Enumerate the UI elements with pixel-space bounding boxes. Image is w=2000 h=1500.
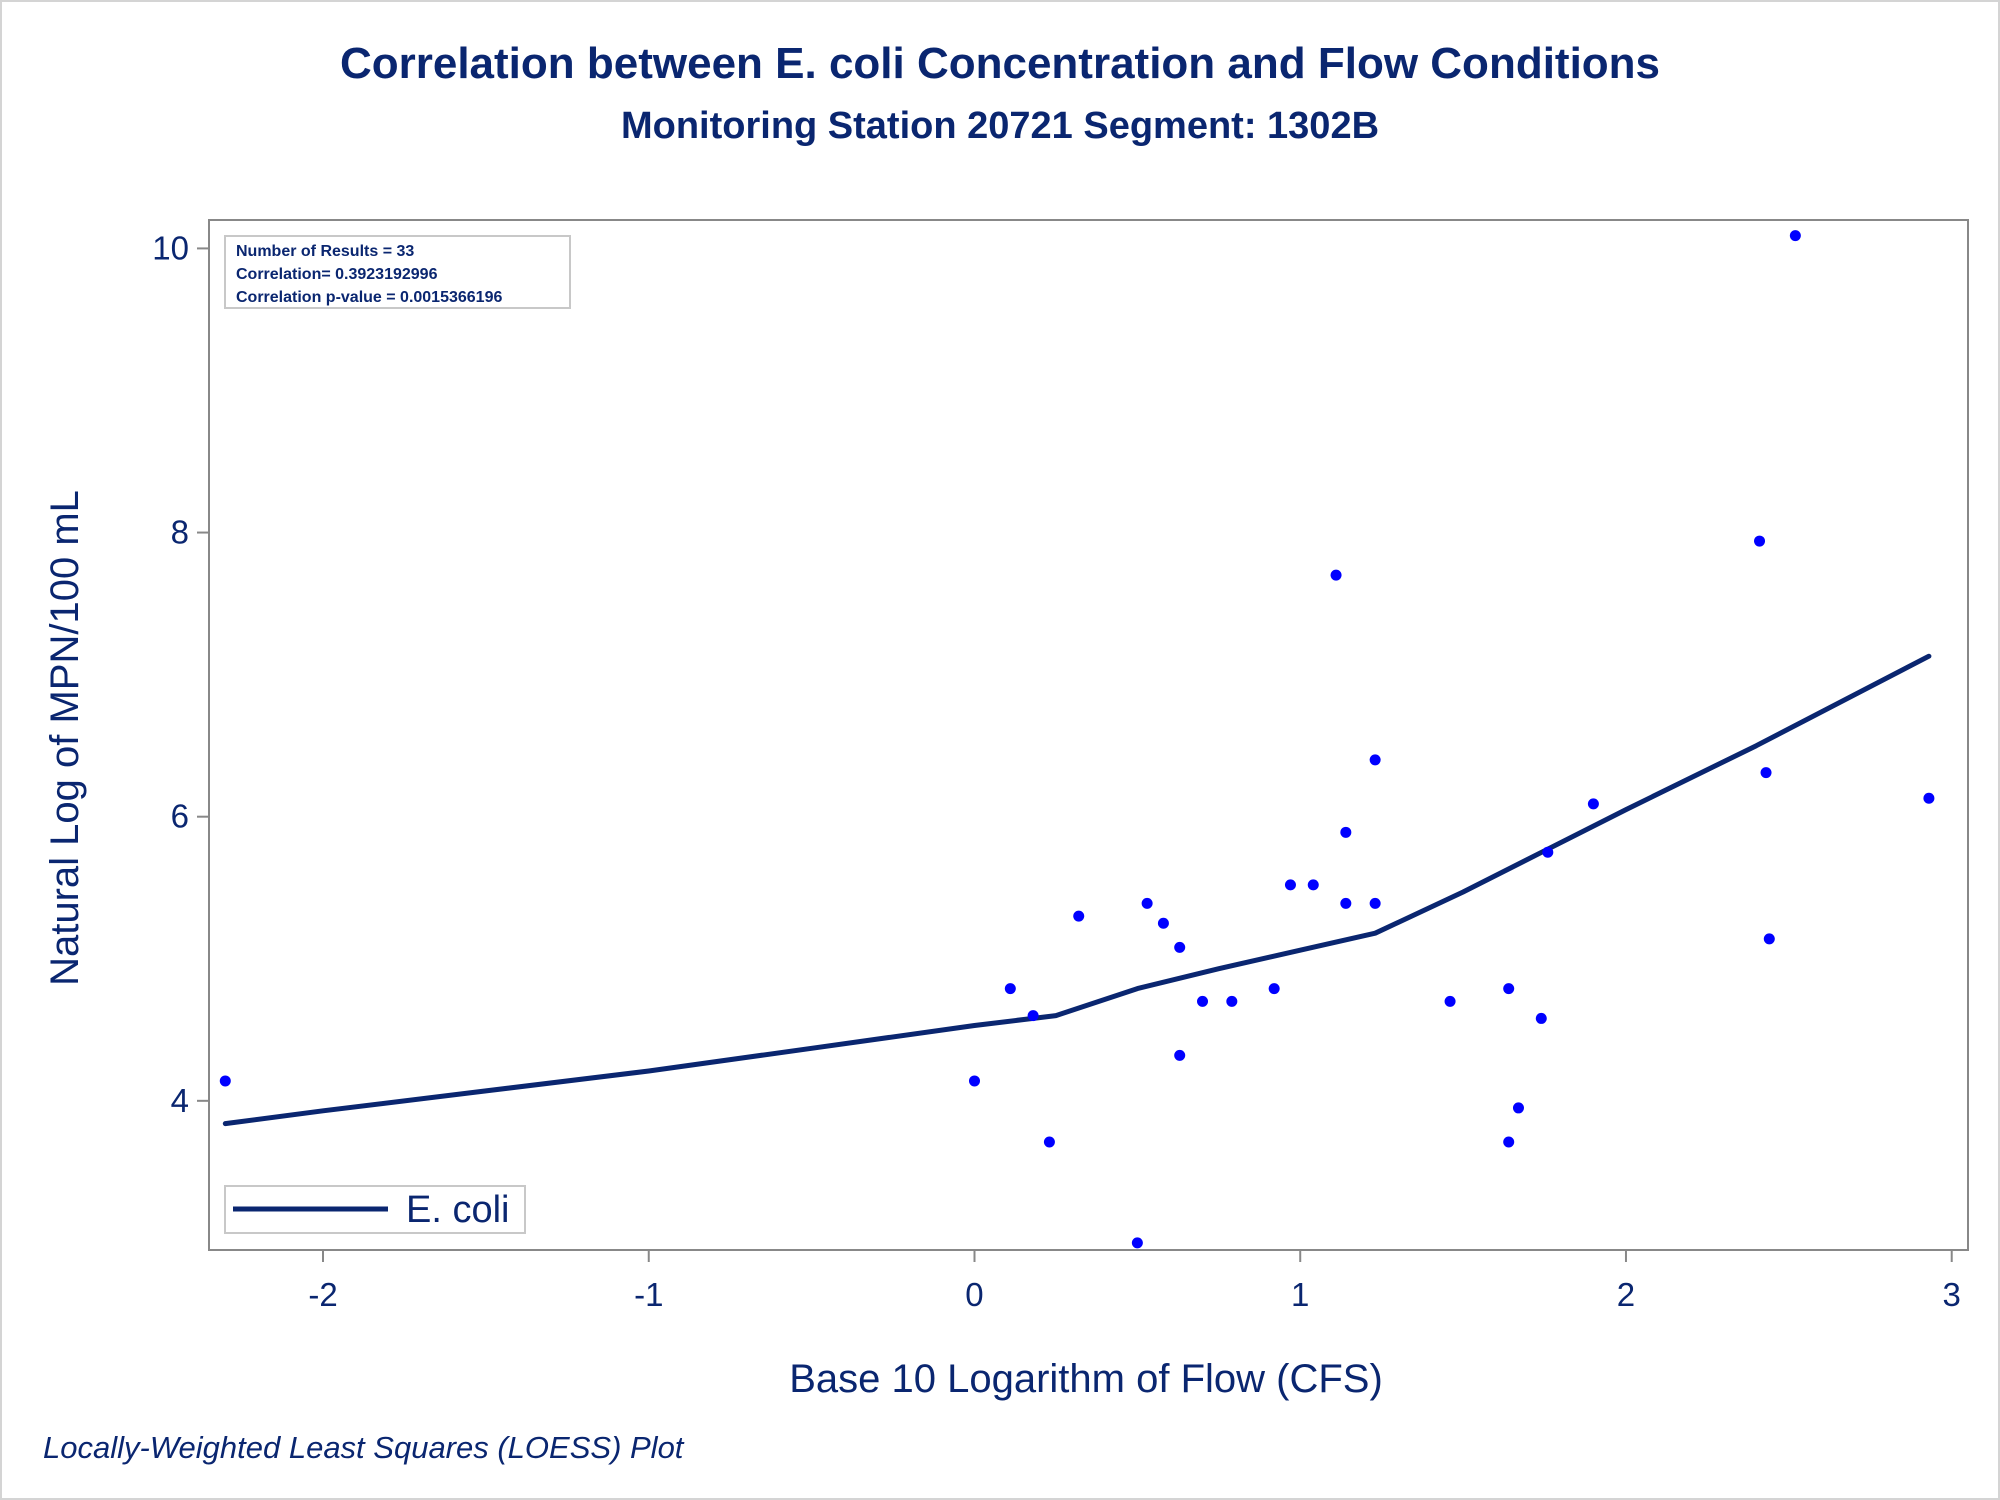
data-point	[1754, 535, 1766, 547]
x-tick-label: -1	[634, 1276, 663, 1313]
x-tick-label: -2	[308, 1276, 337, 1313]
data-point	[1503, 983, 1515, 995]
stat-correlation: Correlation= 0.3923192996	[236, 266, 438, 283]
data-point	[1157, 917, 1169, 929]
data-point	[219, 1075, 231, 1087]
data-point	[1268, 983, 1280, 995]
data-point	[1284, 879, 1296, 891]
data-point	[1043, 1136, 1055, 1148]
stats-box-border	[224, 235, 571, 309]
plot-area: -2 -1 0 1 2 3 4 6 8 10	[152, 219, 1969, 1313]
x-tick-label: 1	[1291, 1276, 1309, 1313]
data-point	[1369, 897, 1381, 909]
data-point	[1923, 792, 1935, 804]
data-point	[1197, 995, 1209, 1007]
data-point	[1027, 1010, 1039, 1022]
legend-label-e-coli: E. coli	[406, 1189, 509, 1231]
data-point	[1073, 910, 1085, 922]
data-point	[1174, 1049, 1186, 1061]
data-point	[1503, 1136, 1515, 1148]
y-axis-label: Natural Log of MPN/100 mL	[43, 490, 87, 986]
data-point	[1789, 230, 1801, 242]
x-tick-label: 3	[1943, 1276, 1961, 1313]
stats-box: Number of Results = 33 Correlation= 0.39…	[224, 235, 571, 309]
data-point	[1444, 995, 1456, 1007]
x-tick-label: 0	[965, 1276, 983, 1313]
data-point	[1307, 879, 1319, 891]
x-tick-label: 2	[1617, 1276, 1635, 1313]
data-point	[1226, 995, 1238, 1007]
chart-title: Correlation between E. coli Concentratio…	[340, 39, 1660, 88]
data-point	[1763, 933, 1775, 945]
y-tick-label: 6	[171, 798, 189, 835]
chart-subtitle: Monitoring Station 20721 Segment: 1302B	[621, 105, 1379, 147]
plot-frame	[208, 219, 1969, 1251]
data-point	[1174, 941, 1186, 953]
data-point	[1760, 767, 1772, 779]
stat-p-value: Correlation p-value = 0.0015366196	[236, 289, 502, 306]
data-point	[1340, 826, 1352, 838]
footnote: Locally-Weighted Least Squares (LOESS) P…	[43, 1430, 685, 1465]
data-point	[1512, 1102, 1524, 1114]
data-point	[1330, 569, 1342, 581]
y-tick-label: 8	[171, 514, 189, 551]
data-point	[1340, 897, 1352, 909]
y-tick-label: 10	[152, 229, 189, 266]
x-axis-label: Base 10 Logarithm of Flow (CFS)	[789, 1357, 1383, 1401]
data-point	[1369, 754, 1381, 766]
legend: E. coli	[224, 1185, 526, 1234]
data-point	[1535, 1012, 1547, 1024]
data-point	[1131, 1237, 1143, 1249]
y-tick-label: 4	[171, 1082, 189, 1119]
data-point	[1141, 897, 1153, 909]
data-point	[1587, 798, 1599, 810]
stat-number-of-results: Number of Results = 33	[236, 243, 414, 260]
loess-line	[222, 653, 1932, 1127]
data-point	[1004, 983, 1016, 995]
data-point	[968, 1075, 980, 1087]
data-point	[1542, 846, 1554, 858]
